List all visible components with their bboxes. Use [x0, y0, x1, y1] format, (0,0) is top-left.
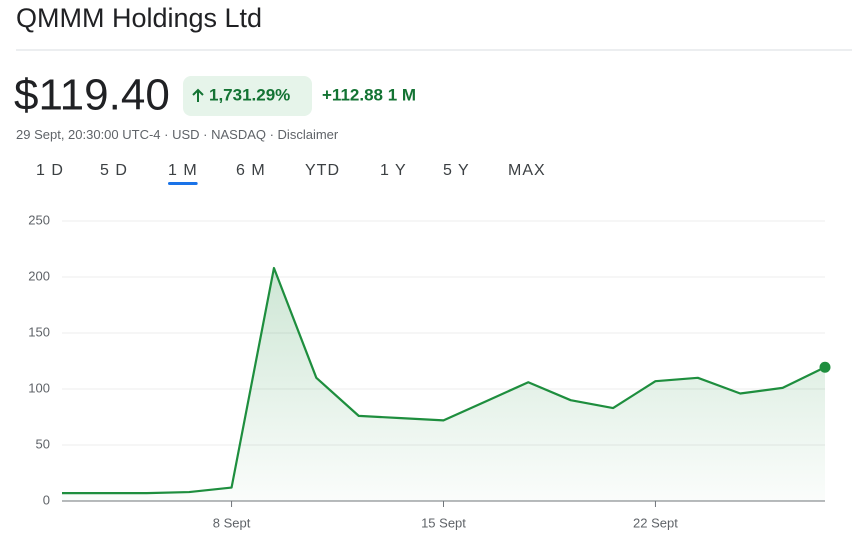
company-title: QMMM Holdings Ltd	[16, 3, 262, 33]
range-tab[interactable]: 5 Y	[443, 162, 470, 179]
price: $119.40	[14, 71, 170, 120]
y-tick-label: 100	[28, 380, 50, 395]
disclaimer-link[interactable]: Disclaimer	[278, 127, 339, 142]
range-tab[interactable]: 6 M	[236, 162, 266, 179]
last-point	[819, 361, 831, 373]
y-tick-label: 50	[36, 436, 50, 451]
meta-text: 29 Sept, 20:30:00 UTC-4 · USD · NASDAQ ·	[16, 127, 278, 142]
y-tick-label: 200	[28, 268, 50, 283]
change-badge	[183, 76, 312, 116]
x-tick-label: 8 Sept	[213, 515, 251, 530]
range-tab[interactable]: 1 D	[36, 162, 64, 179]
range-tab[interactable]: YTD	[305, 162, 340, 179]
range-tab[interactable]: MAX	[508, 162, 546, 179]
range-tab[interactable]: 1 M	[168, 162, 198, 179]
area	[62, 268, 825, 501]
x-tick-label: 22 Sept	[633, 515, 678, 530]
range-tab[interactable]: 5 D	[100, 162, 128, 179]
tab-underline	[168, 182, 198, 185]
x-tick-label: 15 Sept	[421, 515, 466, 530]
range-tab[interactable]: 1 Y	[380, 162, 407, 179]
y-tick-label: 0	[43, 492, 50, 507]
range-tabs: 1 D 5 D 1 M 6 M YTD 1 Y 5 Y MAX	[36, 162, 546, 185]
y-tick-label: 250	[28, 212, 50, 227]
meta: 29 Sept, 20:30:00 UTC-4 · USD · NASDAQ ·…	[16, 127, 339, 142]
up-arrow	[192, 88, 204, 102]
change-abs: +112.88 1 M	[322, 85, 416, 104]
y-tick-label: 150	[28, 324, 50, 339]
change-percent: 1,731.29%	[209, 85, 290, 104]
chart: 0 50 100 150 200 250 8 Sept 15 Sept 22 Sept	[28, 212, 831, 530]
price-line	[62, 266, 826, 495]
